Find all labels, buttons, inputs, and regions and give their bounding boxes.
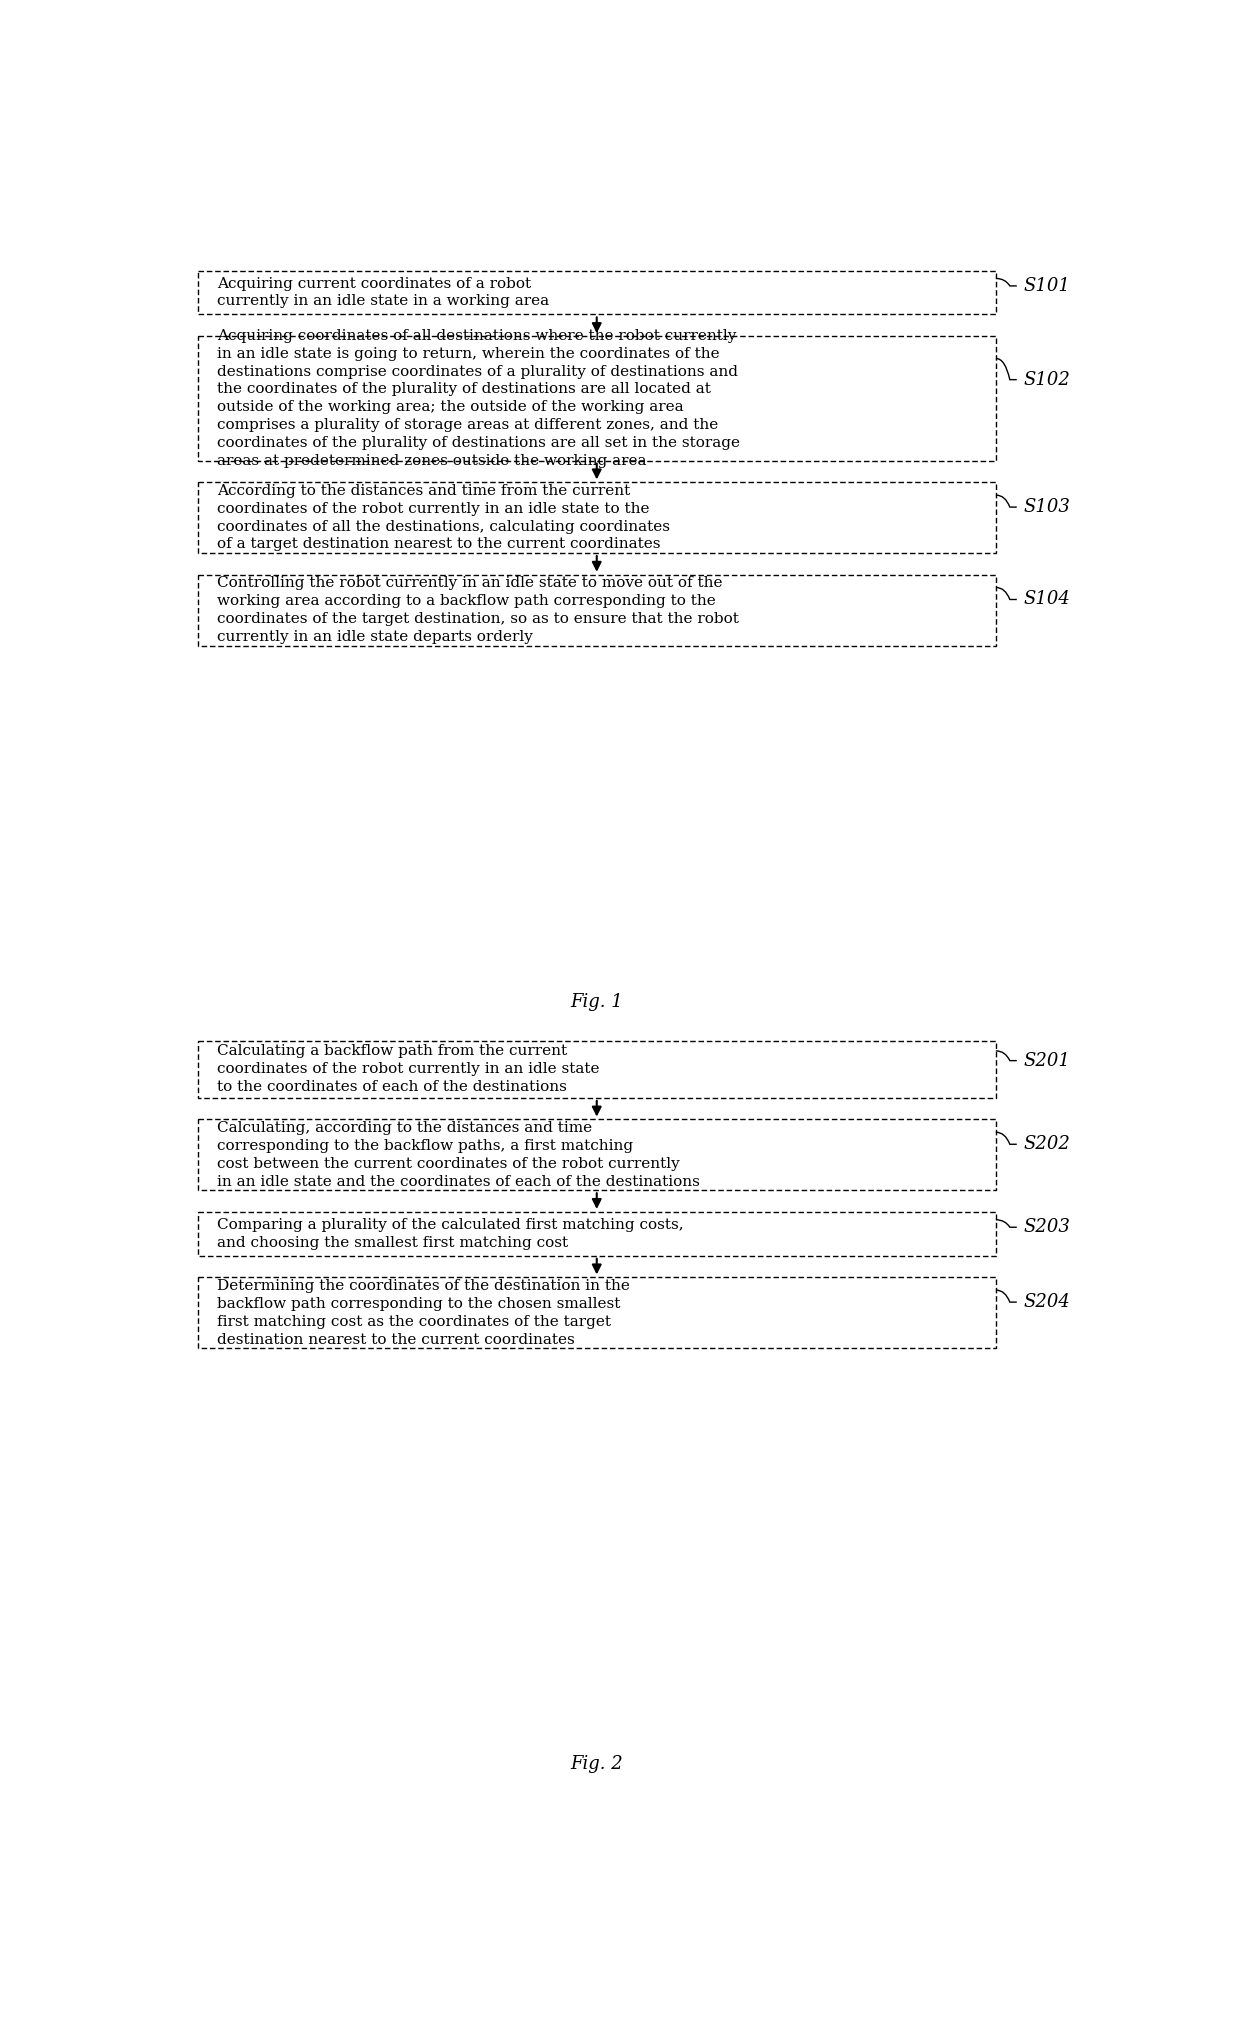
Bar (197, 1277, 996, 1348)
Bar (197, 337, 996, 461)
Text: S201: S201 (1023, 1052, 1070, 1070)
Text: Comparing a plurality of the calculated first matching costs,
and choosing the s: Comparing a plurality of the calculated … (217, 1218, 683, 1250)
Text: Controlling the robot currently in an idle state to move out of the
working area: Controlling the robot currently in an id… (217, 577, 739, 644)
Bar (197, 1041, 996, 1098)
Text: Acquiring coordinates of all destinations where the robot currently
in an idle s: Acquiring coordinates of all destination… (217, 329, 740, 467)
Text: S202: S202 (1023, 1135, 1070, 1153)
Text: Acquiring current coordinates of a robot
currently in an idle state in a working: Acquiring current coordinates of a robot… (217, 276, 549, 309)
Text: S204: S204 (1023, 1293, 1070, 1311)
Bar (197, 270, 996, 315)
Text: S103: S103 (1023, 497, 1070, 516)
Text: Calculating a backflow path from the current
coordinates of the robot currently : Calculating a backflow path from the cur… (217, 1043, 599, 1094)
Text: S101: S101 (1023, 276, 1070, 294)
Bar (197, 574, 996, 646)
Text: Calculating, according to the distances and time
corresponding to the backflow p: Calculating, according to the distances … (217, 1121, 699, 1190)
Text: S102: S102 (1023, 371, 1070, 388)
Bar (197, 1212, 996, 1257)
Text: Fig. 2: Fig. 2 (570, 1756, 624, 1774)
Text: Determining the coordinates of the destination in the
backflow path correspondin: Determining the coordinates of the desti… (217, 1279, 630, 1346)
Bar (197, 483, 996, 552)
Text: Fig. 1: Fig. 1 (570, 993, 624, 1011)
Bar (197, 1119, 996, 1190)
Text: S104: S104 (1023, 591, 1070, 609)
Text: According to the distances and time from the current
coordinates of the robot cu: According to the distances and time from… (217, 483, 670, 552)
Text: S203: S203 (1023, 1218, 1070, 1236)
